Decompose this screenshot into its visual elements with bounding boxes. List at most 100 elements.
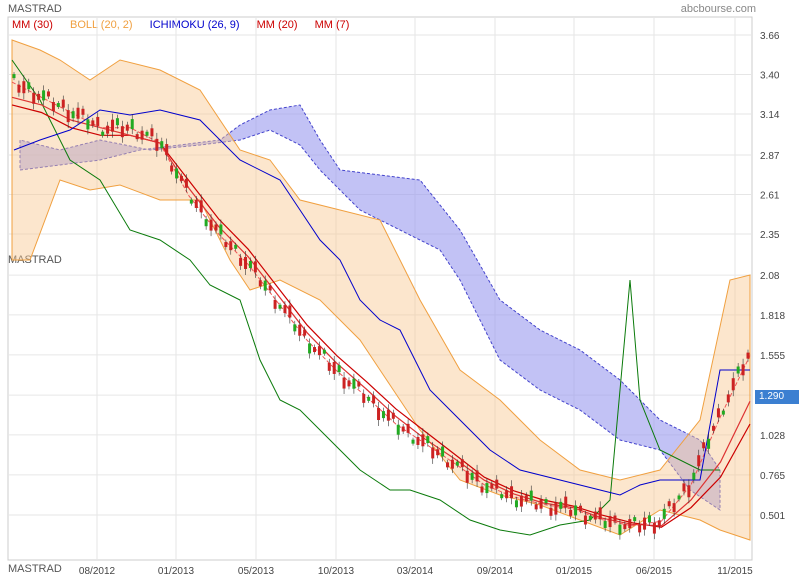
y-tick-label: 2.08	[760, 271, 780, 282]
candle-body	[490, 483, 494, 489]
candle-body	[406, 423, 410, 433]
candle-body	[638, 524, 642, 533]
candle-body	[71, 111, 75, 119]
y-tick-label: 1.028	[760, 431, 785, 442]
candle-body	[61, 99, 65, 108]
candle-body	[702, 442, 706, 449]
ticker-label-volume: MASTRAD	[8, 254, 62, 266]
candle-body	[120, 126, 124, 138]
candle-body	[253, 261, 257, 273]
y-tick-label: 0.765	[760, 471, 785, 482]
x-tick-label: 10/2013	[318, 566, 355, 577]
candle-body	[618, 524, 622, 535]
candle-body	[736, 366, 740, 374]
x-tick-label: 03/2014	[397, 566, 434, 577]
candle-body	[42, 90, 46, 101]
y-tick-label: 3.66	[760, 31, 780, 42]
candle-body	[401, 426, 405, 432]
candle-body	[465, 470, 469, 483]
candle-body	[179, 175, 183, 181]
candle-body	[579, 505, 583, 511]
y-tick-label: 2.61	[760, 191, 780, 202]
candle-body	[588, 515, 592, 520]
mm7-line	[11, 81, 751, 527]
candle-body	[564, 496, 568, 508]
candle-body	[549, 507, 553, 516]
x-tick-label: 01/2015	[556, 566, 593, 577]
candle-body	[317, 346, 321, 356]
candle-body	[86, 119, 90, 130]
candle-body	[583, 515, 587, 525]
candle-body	[554, 502, 558, 515]
candle-body	[460, 459, 464, 468]
x-tick-label: 09/2014	[477, 566, 514, 577]
candle-body	[115, 118, 119, 126]
candle-body	[145, 131, 149, 136]
candle-body	[455, 461, 459, 466]
y-tick-label: 2.35	[760, 230, 780, 241]
candle-body	[647, 515, 651, 523]
candle-body	[707, 438, 711, 449]
candle-body	[155, 138, 159, 151]
candle-body	[56, 103, 60, 108]
candle-body	[22, 81, 26, 94]
candle-body	[505, 490, 509, 499]
candle-body	[391, 412, 395, 419]
ichimoku-cloud	[19, 104, 721, 511]
candle-body	[293, 324, 297, 332]
last-price-tag: 1.290	[755, 390, 799, 404]
candle-body	[106, 125, 110, 134]
candle-body	[372, 395, 376, 404]
candle-body	[199, 200, 203, 213]
candle-body	[150, 128, 154, 137]
candle-body	[510, 486, 514, 499]
candle-body	[258, 280, 262, 287]
candle-body	[662, 508, 666, 519]
candle-body	[170, 165, 174, 172]
candle-body	[692, 472, 696, 480]
candle-body	[667, 501, 671, 507]
x-tick-label: 06/2015	[636, 566, 673, 577]
candle-body	[219, 224, 223, 235]
candle-body	[441, 446, 445, 457]
candle-body	[559, 501, 563, 509]
candle-body	[411, 439, 415, 444]
candle-body	[672, 503, 676, 513]
candle-body	[239, 257, 243, 266]
y-tick-label: 1.555	[760, 351, 785, 362]
candle-body	[234, 244, 238, 249]
candle-body	[332, 361, 336, 374]
candle-body	[278, 304, 282, 309]
candle-body	[574, 505, 578, 516]
candle-body	[450, 459, 454, 469]
candle-body	[628, 519, 632, 529]
ticker-label: MASTRAD	[8, 3, 62, 15]
candle-body	[436, 449, 440, 456]
legend-mm7: MM (7)	[314, 19, 350, 31]
candle-body	[697, 455, 701, 467]
candle-body	[342, 377, 346, 389]
bollinger-band	[11, 39, 751, 541]
candle-body	[593, 511, 597, 520]
candle-body	[633, 517, 637, 522]
legend-boll: BOLL (20, 2)	[70, 19, 133, 31]
candle-body	[386, 409, 390, 421]
candle-body	[140, 130, 144, 140]
candle-body	[194, 199, 198, 208]
y-tick-label: 1.818	[760, 311, 785, 322]
plot-frame	[7, 16, 753, 561]
candle-body	[46, 91, 50, 97]
ichimoku-line	[13, 109, 750, 496]
candle-body	[347, 380, 351, 387]
candle-body	[248, 260, 252, 268]
candle-body	[96, 116, 100, 126]
candle-body	[352, 378, 356, 389]
candle-body	[569, 509, 573, 516]
candle-body	[721, 410, 725, 415]
candle-body	[643, 517, 647, 530]
legend-ichimoku: ICHIMOKU (26, 9)	[149, 19, 240, 31]
candle-body	[308, 343, 312, 354]
x-tick-label: 08/2012	[79, 566, 116, 577]
candle-body	[189, 199, 193, 204]
candle-body	[273, 299, 277, 309]
